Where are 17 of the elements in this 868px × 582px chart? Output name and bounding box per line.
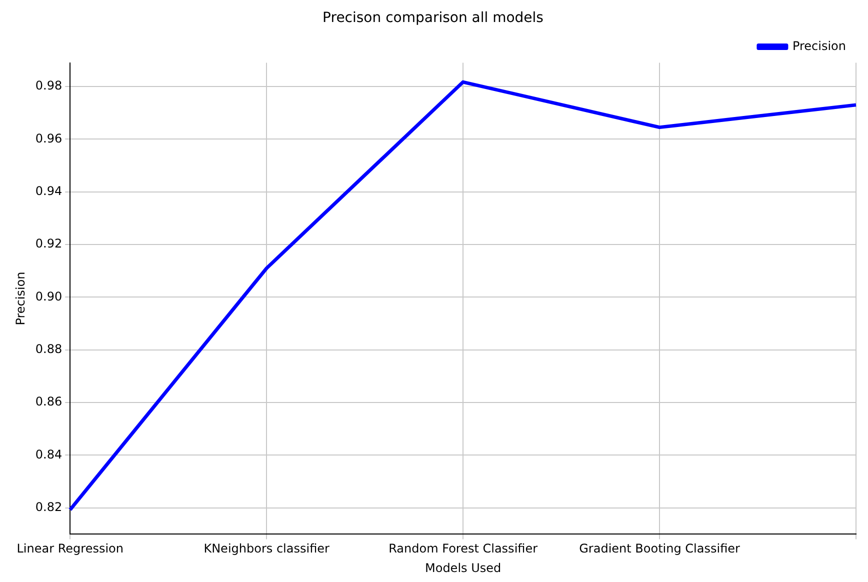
- y-tick-label: 0.96: [35, 131, 62, 146]
- y-tick-label: 0.98: [35, 78, 62, 93]
- x-tick-label: Linear Regression: [16, 542, 124, 556]
- y-tick-label: 0.88: [35, 342, 62, 356]
- y-tick-label: 0.90: [35, 289, 62, 304]
- y-tick-label: 0.84: [35, 447, 62, 462]
- x-tick-label: Random Forest Classifier: [388, 542, 538, 556]
- x-tick-label: KNeighbors classifier: [204, 542, 330, 556]
- legend-label: Precision: [792, 38, 846, 53]
- chart-title: Precison comparison all models: [322, 10, 544, 26]
- y-axis-title: Precision: [13, 272, 28, 326]
- y-tick-label: 0.82: [35, 500, 62, 514]
- y-tick-label: 0.92: [35, 236, 62, 251]
- x-axis-title: Models Used: [424, 560, 502, 575]
- y-tick-label: 0.86: [35, 394, 62, 409]
- y-tick-label: 0.94: [35, 184, 62, 198]
- x-tick-label: Gradient Booting Classifier: [579, 542, 740, 556]
